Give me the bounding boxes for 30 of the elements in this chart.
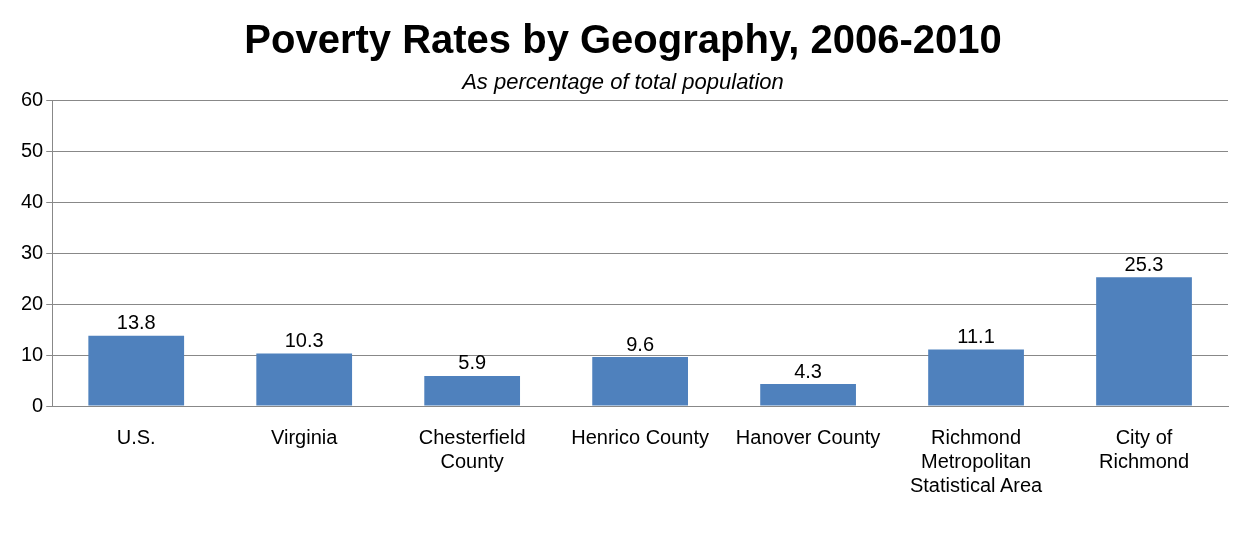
bar xyxy=(1096,277,1192,406)
data-label: 11.1 xyxy=(957,324,995,347)
bar xyxy=(256,353,353,406)
x-tick-label: Virginia xyxy=(271,425,339,448)
y-tick-label: 50 xyxy=(21,138,44,161)
bar xyxy=(88,335,185,406)
y-tick-label: 20 xyxy=(21,291,44,314)
y-tick-label: 30 xyxy=(21,240,44,263)
x-tick-label: U.S. xyxy=(116,425,156,448)
data-label: 13.8 xyxy=(116,311,156,334)
y-tick-label: 10 xyxy=(21,342,44,365)
data-label: 5.9 xyxy=(458,351,487,374)
data-label: 25.3 xyxy=(1124,252,1164,275)
y-tick-label: 0 xyxy=(32,393,44,416)
chart-title: Poverty Rates by Geography, 2006-2010 xyxy=(244,17,1002,62)
x-tick-label: Richmond Metropolitan Statistical Area xyxy=(909,425,1044,496)
x-tick-label: City of Richmond xyxy=(1098,425,1190,472)
data-label: 10.3 xyxy=(284,329,324,352)
bar xyxy=(424,375,521,406)
bar xyxy=(592,357,688,406)
x-tick-label: Hanover County xyxy=(735,425,881,448)
y-tick-label: 60 xyxy=(21,87,44,110)
bar xyxy=(928,349,1024,406)
x-tick-label: Henrico County xyxy=(571,425,710,448)
data-label: 4.3 xyxy=(794,359,822,382)
data-label: 9.6 xyxy=(626,332,655,355)
y-tick-label: 40 xyxy=(21,189,44,212)
bar xyxy=(760,384,856,406)
chart-subtitle: As percentage of total population xyxy=(460,69,784,95)
x-tick-label: Chesterfield County xyxy=(418,425,526,472)
